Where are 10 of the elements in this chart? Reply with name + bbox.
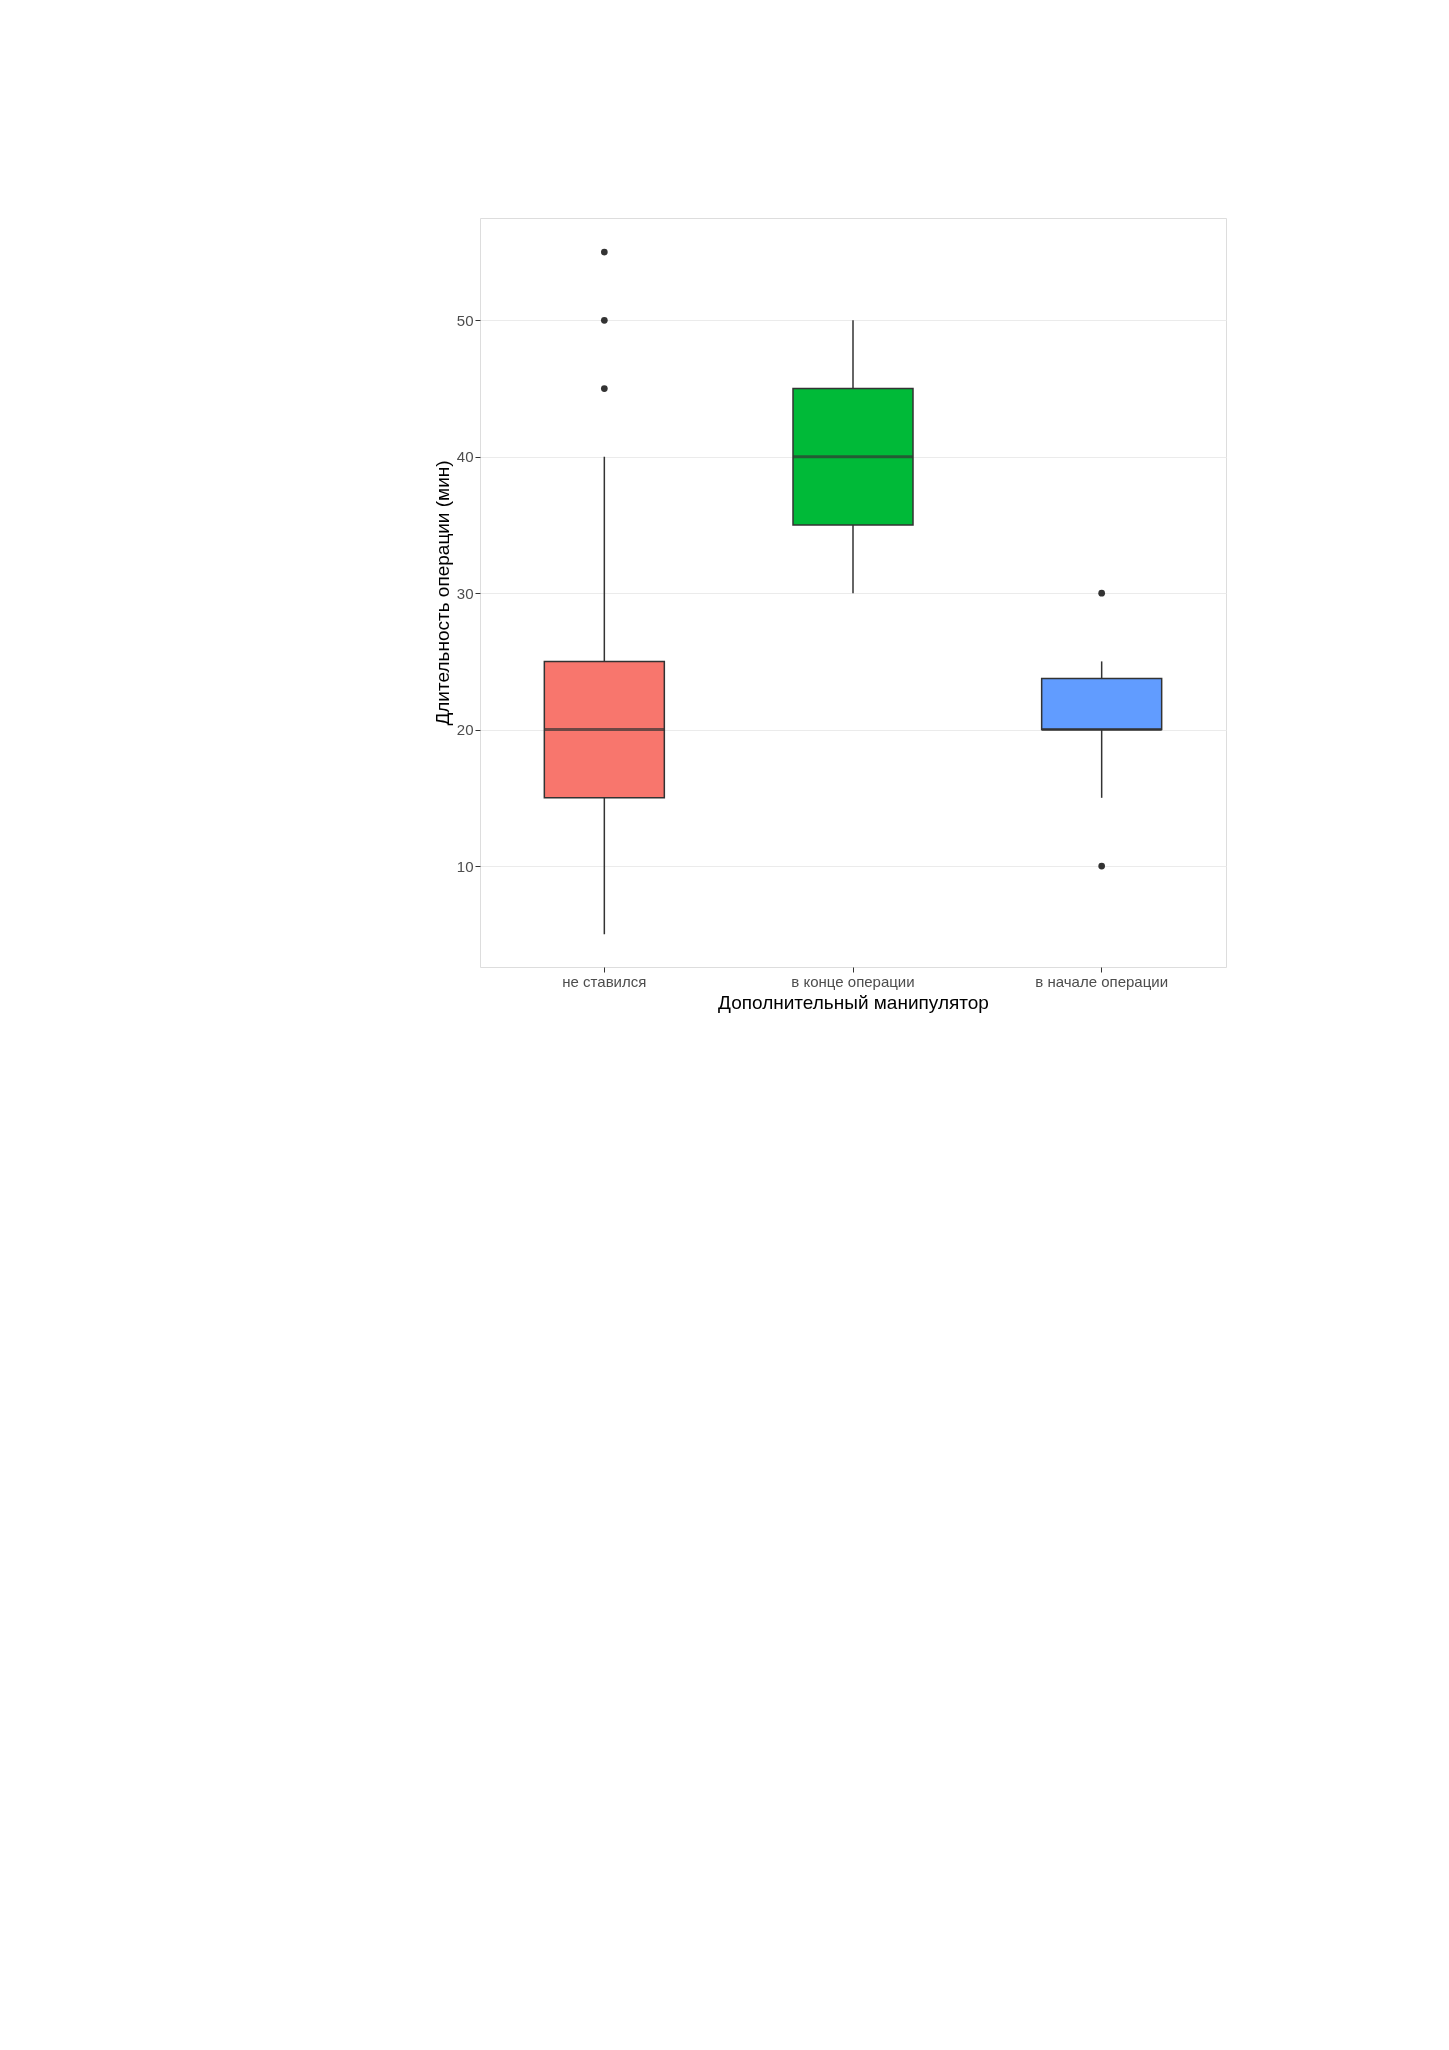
x-tick-label: не ставился [562, 972, 647, 990]
y-tick-label: 20 [456, 721, 474, 739]
x-tick-label: в начале операции [1035, 972, 1169, 990]
y-tick-label: 10 [456, 857, 474, 875]
y-tick-label: 40 [456, 448, 474, 466]
y-tick-label: 30 [456, 584, 474, 602]
y-tick-label: 50 [456, 311, 474, 329]
x-axis-title: Дополнительный манипулятор [718, 991, 989, 1013]
x-tick-label: в конце операции [791, 972, 915, 990]
y-axis-title: Длительность операции (мин) [431, 460, 453, 726]
